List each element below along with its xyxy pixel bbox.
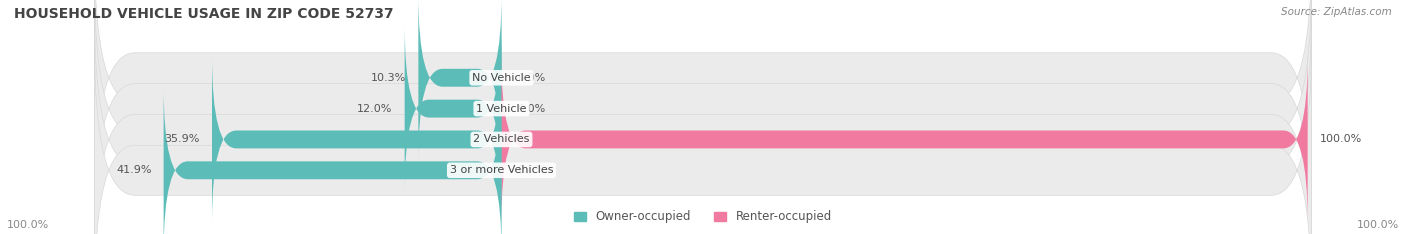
FancyBboxPatch shape xyxy=(94,0,1312,234)
FancyBboxPatch shape xyxy=(419,0,502,161)
Text: 100.0%: 100.0% xyxy=(7,220,49,230)
Text: HOUSEHOLD VEHICLE USAGE IN ZIP CODE 52737: HOUSEHOLD VEHICLE USAGE IN ZIP CODE 5273… xyxy=(14,7,394,21)
Text: 35.9%: 35.9% xyxy=(165,135,200,144)
FancyBboxPatch shape xyxy=(94,41,1312,234)
Text: 1 Vehicle: 1 Vehicle xyxy=(477,104,527,113)
Text: 0.0%: 0.0% xyxy=(517,104,546,113)
FancyBboxPatch shape xyxy=(405,25,502,192)
Text: Source: ZipAtlas.com: Source: ZipAtlas.com xyxy=(1281,7,1392,17)
FancyBboxPatch shape xyxy=(94,10,1312,234)
FancyBboxPatch shape xyxy=(163,87,502,234)
FancyBboxPatch shape xyxy=(212,56,502,223)
Text: 2 Vehicles: 2 Vehicles xyxy=(474,135,530,144)
Text: 100.0%: 100.0% xyxy=(1357,220,1399,230)
Text: 12.0%: 12.0% xyxy=(357,104,392,113)
Legend: Owner-occupied, Renter-occupied: Owner-occupied, Renter-occupied xyxy=(569,206,837,228)
Text: 3 or more Vehicles: 3 or more Vehicles xyxy=(450,165,553,175)
Text: 10.3%: 10.3% xyxy=(371,73,406,83)
Text: 0.0%: 0.0% xyxy=(517,73,546,83)
Text: 41.9%: 41.9% xyxy=(117,165,152,175)
FancyBboxPatch shape xyxy=(94,0,1312,207)
FancyBboxPatch shape xyxy=(502,56,1308,223)
Text: 0.0%: 0.0% xyxy=(517,165,546,175)
Text: 100.0%: 100.0% xyxy=(1320,135,1362,144)
Text: No Vehicle: No Vehicle xyxy=(472,73,531,83)
